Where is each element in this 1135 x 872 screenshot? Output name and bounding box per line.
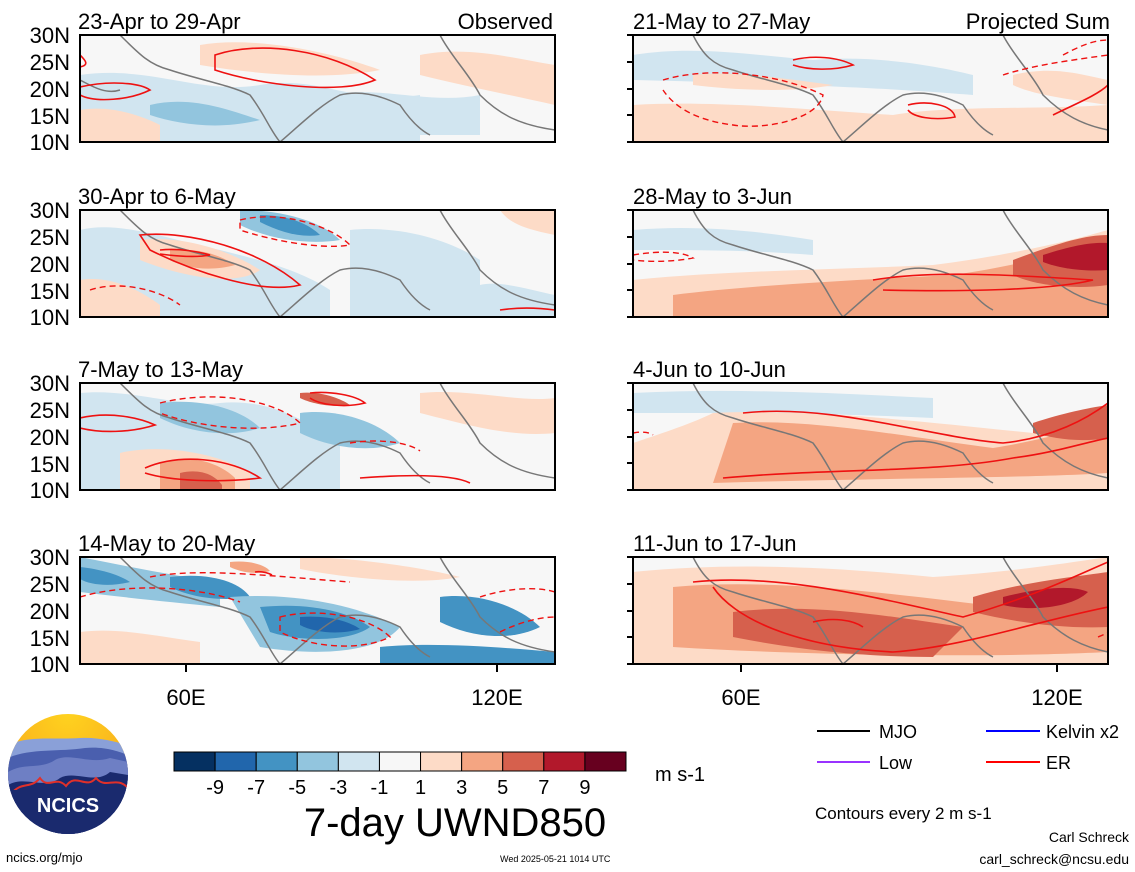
colorbar: -9 -7 -5 -3 -1 1 3 5 7 9 xyxy=(173,751,627,799)
map-panel-observed-4: 14-May to 20-May xyxy=(78,531,556,665)
legend-label: Low xyxy=(879,753,913,773)
map-panel-projected-1: 21-May to 27-May Projected Sum xyxy=(632,9,1110,143)
lat-ticks-right xyxy=(627,34,633,665)
lat-tick: 20N xyxy=(30,77,70,102)
colorbar-swatch xyxy=(255,751,298,772)
lon-axis-right: 60E 120E xyxy=(721,664,1083,710)
colorbar-unit: m s-1 xyxy=(655,764,705,786)
map-panel-projected-3: 4-Jun to 10-Jun xyxy=(632,357,1109,491)
lat-tick: 15N xyxy=(30,104,70,129)
map-panel-observed-2: 30-Apr to 6-May xyxy=(78,184,556,318)
colorbar-tick-label: 7 xyxy=(538,777,549,799)
panel-title: 4-Jun to 10-Jun xyxy=(633,357,786,382)
lat-tick: 30N xyxy=(30,545,70,570)
main-title: 7-day UWND850 xyxy=(304,801,606,845)
contour-note: Contours every 2 m s-1 xyxy=(815,804,992,823)
lat-tick: 10N xyxy=(30,305,70,330)
colorbar-swatch xyxy=(337,751,380,772)
lon-tick: 120E xyxy=(1031,685,1082,710)
colorbar-tick-label: -1 xyxy=(371,777,389,799)
colorbar-swatch xyxy=(296,751,339,772)
footer-website: ncics.org/mjo xyxy=(6,850,83,865)
map-panel-observed-1: 23-Apr to 29-Apr Observed xyxy=(78,9,556,143)
colorbar-tick-label: -9 xyxy=(206,777,224,799)
colorbar-swatch xyxy=(543,751,586,772)
projected-label: Projected Sum xyxy=(966,9,1110,34)
lat-tick: 15N xyxy=(30,279,70,304)
lon-axis-left: 60E 120E xyxy=(166,664,523,710)
lat-tick: 10N xyxy=(30,652,70,677)
panel-title: 7-May to 13-May xyxy=(78,357,243,382)
lat-tick: 25N xyxy=(30,225,70,250)
colorbar-swatch xyxy=(173,751,216,772)
legend-label: Kelvin x2 xyxy=(1046,722,1119,742)
colorbar-swatch xyxy=(584,751,627,772)
map-panel-projected-4: 11-Jun to 17-Jun xyxy=(632,531,1109,665)
lat-tick: 30N xyxy=(30,23,70,48)
lat-axis-left: 30N 25N 20N 15N 10N 30N 25N 20N 15N 10N … xyxy=(30,23,70,677)
panel-title: 21-May to 27-May xyxy=(633,9,810,34)
panel-title: 14-May to 20-May xyxy=(78,531,255,556)
legend-label: ER xyxy=(1046,753,1071,773)
footer-email: carl_schreck@ncsu.edu xyxy=(979,851,1129,867)
colorbar-tick-label: 1 xyxy=(415,777,426,799)
legend: MJO Kelvin x2 Low ER Contours every 2 m … xyxy=(815,722,1119,823)
lat-tick: 10N xyxy=(30,130,70,155)
lat-tick: 30N xyxy=(30,371,70,396)
colorbar-tick-label: -3 xyxy=(329,777,347,799)
colorbar-tick-label: 3 xyxy=(456,777,467,799)
panel-title: 30-Apr to 6-May xyxy=(78,184,236,209)
panel-title: 28-May to 3-Jun xyxy=(633,184,792,209)
colorbar-swatch xyxy=(420,751,463,772)
colorbar-tick-label: -5 xyxy=(288,777,306,799)
observed-label: Observed xyxy=(458,9,553,34)
panel-title: 23-Apr to 29-Apr xyxy=(78,9,241,34)
colorbar-swatch xyxy=(214,751,257,772)
footer-timestamp: Wed 2025-05-21 1014 UTC xyxy=(500,854,611,864)
lat-tick: 25N xyxy=(30,398,70,423)
lat-tick: 30N xyxy=(30,198,70,223)
map-panel-projected-2: 28-May to 3-Jun xyxy=(632,184,1109,318)
map-panel-observed-3: 7-May to 13-May xyxy=(78,357,556,491)
colorbar-tick-label: 9 xyxy=(579,777,590,799)
lat-tick: 20N xyxy=(30,425,70,450)
lat-tick: 20N xyxy=(30,599,70,624)
colorbar-swatch xyxy=(461,751,504,772)
colorbar-swatch xyxy=(378,751,422,772)
lat-tick: 15N xyxy=(30,452,70,477)
lat-tick: 25N xyxy=(30,572,70,597)
colorbar-tick-label: -7 xyxy=(247,777,265,799)
legend-item-er: ER xyxy=(986,753,1071,773)
lon-tick: 120E xyxy=(471,685,522,710)
colorbar-swatch xyxy=(502,751,545,772)
legend-label: MJO xyxy=(879,722,917,742)
lon-tick: 60E xyxy=(721,685,760,710)
lat-tick: 15N xyxy=(30,626,70,651)
lon-tick: 60E xyxy=(166,685,205,710)
legend-item-kelvin: Kelvin x2 xyxy=(986,722,1119,742)
footer-author: Carl Schreck xyxy=(1049,829,1130,845)
legend-item-low: Low xyxy=(817,753,913,773)
lat-tick: 10N xyxy=(30,478,70,503)
lat-tick: 25N xyxy=(30,50,70,75)
colorbar-tick-label: 5 xyxy=(497,777,508,799)
legend-item-mjo: MJO xyxy=(817,722,917,742)
ncics-logo: NCICS xyxy=(8,714,128,834)
logo-text: NCICS xyxy=(37,795,99,817)
lat-tick: 20N xyxy=(30,252,70,277)
panel-title: 11-Jun to 17-Jun xyxy=(633,531,796,556)
